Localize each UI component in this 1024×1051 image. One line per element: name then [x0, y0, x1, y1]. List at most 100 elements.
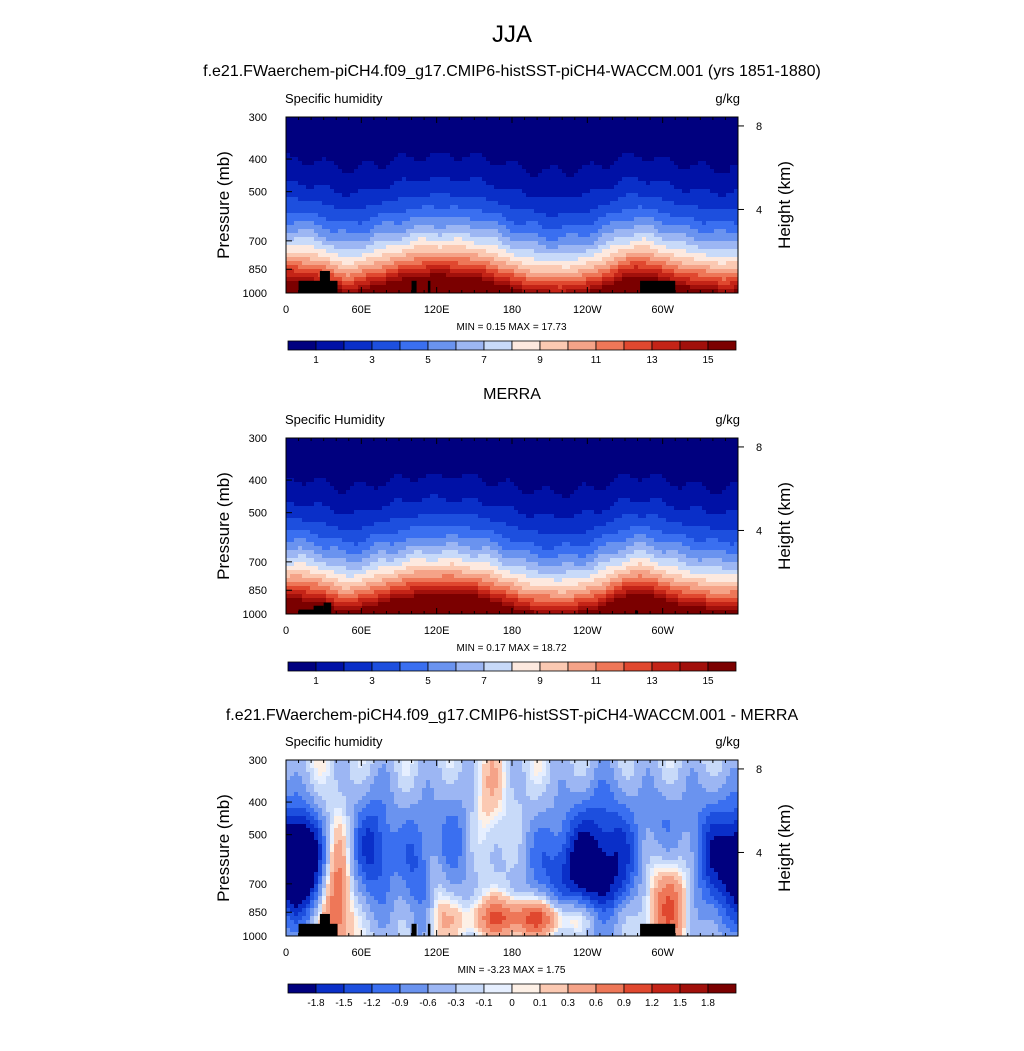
difference-panel: Specific humidity g/kg MIN = -3.23 MAX =…: [0, 731, 1024, 1051]
colorbar-swatch: [511, 983, 541, 994]
colorbar-swatch: [539, 661, 569, 672]
colorbar-swatch: [455, 340, 485, 351]
colorbar-label: 1.2: [645, 998, 659, 1009]
merra-title: MERRA: [483, 386, 541, 403]
x-tick-label: 0: [283, 625, 289, 637]
y-tick-label: 300: [249, 433, 267, 445]
units-label: g/kg: [715, 412, 740, 427]
colorbar-label: 5: [425, 355, 431, 366]
y-tick-label: 500: [249, 830, 267, 842]
min-max-text: MIN = -3.23 MAX = 1.75: [457, 965, 566, 976]
right-tick-label: 8: [756, 121, 762, 133]
colorbar-label: 15: [702, 355, 714, 366]
y-tick-label: 500: [249, 187, 267, 199]
colorbar-swatch: [483, 661, 513, 672]
y-tick-label: 1000: [243, 931, 267, 943]
y-axis-label: Pressure (mb): [214, 794, 233, 902]
right-tick-label: 8: [756, 442, 762, 454]
model-title: f.e21.FWaerchem-piCH4.f09_g17.CMIP6-hist…: [203, 63, 821, 80]
colorbar-swatch: [343, 983, 373, 994]
right-tick-label: 8: [756, 764, 762, 776]
colorbar-swatch: [651, 340, 681, 351]
right-tick-label: 4: [756, 525, 762, 537]
y-tick-label: 400: [249, 154, 267, 166]
x-tick-label: 60W: [651, 625, 674, 637]
terrain-mask: [298, 923, 338, 936]
merra-panel: Specific Humidity g/kg MIN = 0.17 MAX = …: [0, 409, 1024, 729]
x-tick-label: 180: [503, 304, 521, 316]
y-tick-label: 400: [249, 797, 267, 809]
colorbar-swatch: [651, 983, 681, 994]
colorbar-swatch: [623, 983, 653, 994]
y-tick-label: 850: [249, 264, 267, 276]
colorbar-swatch: [707, 661, 737, 672]
x-tick-label: 180: [503, 947, 521, 959]
terrain-mask: [427, 280, 431, 293]
colorbar-swatch: [315, 661, 345, 672]
colorbar-swatch: [567, 661, 597, 672]
colorbar-label: -0.3: [447, 998, 465, 1009]
y-tick-label: 700: [249, 879, 267, 891]
x-tick-label: 0: [283, 947, 289, 959]
colorbar-label: 1: [313, 676, 319, 687]
colorbar-swatch: [343, 661, 373, 672]
terrain-mask: [411, 280, 417, 293]
units-label: g/kg: [715, 91, 740, 106]
difference-title: f.e21.FWaerchem-piCH4.f09_g17.CMIP6-hist…: [225, 707, 799, 724]
terrain-mask: [298, 609, 329, 614]
x-tick-label: 60E: [352, 947, 372, 959]
colorbar-label: -1.2: [363, 998, 381, 1009]
colorbar-label: 9: [537, 355, 543, 366]
y-tick-label: 700: [249, 557, 267, 569]
y-tick-label: 300: [249, 755, 267, 767]
colorbar-swatch: [399, 983, 429, 994]
colorbar-swatch: [539, 340, 569, 351]
colorbar-label: -1.8: [307, 998, 325, 1009]
terrain-mask: [298, 280, 338, 293]
contour-field: [286, 760, 739, 937]
colorbar-swatch: [315, 983, 345, 994]
terrain-mask: [411, 923, 417, 936]
colorbar-swatch: [371, 661, 401, 672]
colorbar-label: 3: [369, 355, 375, 366]
colorbar-swatch: [623, 661, 653, 672]
colorbar: -1.8 -1.5 -1.2 -0.9 -0.6 -0.3 -0.1 0 0.1 0.3 0.6 0.…: [287, 983, 737, 1009]
terrain-mask: [640, 280, 676, 293]
colorbar-swatch: [511, 340, 541, 351]
colorbar-swatch: [483, 983, 513, 994]
colorbar-swatch: [567, 340, 597, 351]
colorbar-swatch: [427, 983, 457, 994]
figure-title: JJA: [491, 21, 532, 48]
colorbar-swatch: [651, 661, 681, 672]
colorbar-swatch: [623, 340, 653, 351]
x-tick-label: 120E: [424, 947, 450, 959]
colorbar-label: -0.6: [419, 998, 437, 1009]
colorbar-swatch: [455, 983, 485, 994]
x-tick-label: 180: [503, 625, 521, 637]
y-tick-label: 300: [249, 112, 267, 124]
x-tick-label: 120W: [573, 304, 602, 316]
y-tick-label: 1000: [243, 609, 267, 621]
figure: JJA f.e21.FWaerchem-piCH4.f09_g17.CMIP6-…: [0, 21, 1024, 1010]
terrain-mask: [323, 602, 332, 614]
colorbar-swatch: [679, 661, 709, 672]
right-axis-label: Height (km): [775, 161, 794, 249]
contour-field: [286, 117, 739, 294]
units-label: g/kg: [715, 734, 740, 749]
y-axis-label: Pressure (mb): [214, 151, 233, 259]
y-tick-label: 400: [249, 475, 267, 487]
colorbar-label: 1.8: [701, 998, 715, 1009]
colorbar-swatch: [595, 340, 625, 351]
colorbar-label: 13: [646, 676, 658, 687]
colorbar-label: 7: [481, 676, 487, 687]
colorbar-label: -0.1: [475, 998, 493, 1009]
y-axis-label: Pressure (mb): [214, 472, 233, 580]
colorbar-swatch: [567, 983, 597, 994]
colorbar-swatch: [399, 340, 429, 351]
colorbar-swatch: [427, 661, 457, 672]
colorbar-swatch: [679, 340, 709, 351]
colorbar-label: 0.3: [561, 998, 575, 1009]
terrain-mask: [313, 605, 324, 614]
colorbar-swatch: [287, 983, 317, 994]
colorbar-label: -0.9: [391, 998, 409, 1009]
